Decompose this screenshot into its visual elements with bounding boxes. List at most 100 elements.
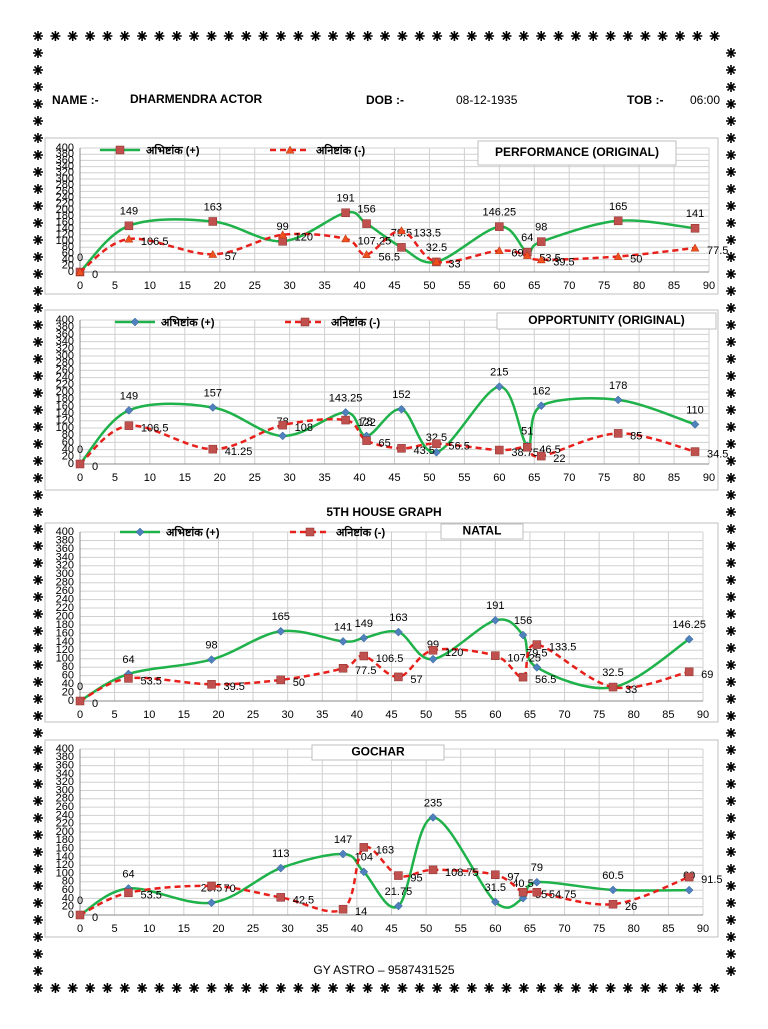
data-label: 149	[355, 618, 373, 630]
data-label: 162	[532, 386, 550, 398]
marker	[432, 257, 441, 266]
y-tick-label: 100	[56, 653, 74, 665]
star	[709, 31, 720, 41]
y-tick-label: 0	[68, 458, 74, 470]
data-label: 110	[686, 404, 704, 416]
marker	[608, 899, 618, 909]
star	[726, 99, 736, 109]
y-tick-label: 200	[56, 826, 74, 838]
x-tick-label: 60	[489, 709, 501, 721]
star	[536, 31, 547, 41]
marker	[491, 870, 500, 879]
marker	[278, 420, 287, 430]
legend-marker	[130, 317, 140, 327]
data-label: 33	[448, 259, 460, 271]
data-label: 79	[531, 862, 543, 874]
x-tick-label: 85	[668, 280, 680, 292]
data-label: 178	[609, 380, 627, 392]
legend-label: अभिष्टांक (+)	[166, 525, 220, 539]
y-tick-label: 120	[56, 415, 74, 427]
data-label: 32.5	[426, 432, 447, 444]
x-tick-label: 85	[668, 472, 680, 484]
y-tick-label: 340	[56, 768, 74, 780]
y-tick-label: 240	[56, 594, 74, 606]
data-label: 0	[92, 698, 98, 710]
star	[622, 983, 633, 993]
star	[206, 983, 217, 993]
y-tick-label: 0	[68, 909, 74, 921]
x-tick-label: 85	[662, 709, 674, 721]
star	[67, 983, 78, 993]
data-label: 0	[77, 444, 83, 456]
star	[33, 898, 43, 908]
y-tick-label: 380	[56, 534, 74, 546]
y-tick-label: 240	[56, 372, 74, 384]
chart: 0204060801001201401601802002202402602803…	[44, 137, 728, 295]
star	[33, 286, 43, 296]
x-tick-label: 40	[353, 472, 365, 484]
x-tick-label: 20	[214, 472, 226, 484]
data-label: 64	[521, 232, 533, 244]
marker	[532, 888, 542, 897]
y-tick-label: 360	[56, 328, 74, 340]
star	[588, 983, 599, 993]
star	[33, 490, 43, 500]
star	[119, 983, 130, 993]
marker	[613, 216, 623, 226]
star	[310, 31, 321, 41]
star	[33, 218, 43, 228]
star	[189, 983, 200, 993]
dob: 08-12-1935	[456, 93, 518, 107]
x-tick-label: 0	[77, 472, 83, 484]
star	[33, 422, 43, 432]
x-tick-label: 20	[214, 280, 226, 292]
data-label: 122	[358, 417, 376, 429]
star	[328, 31, 338, 41]
data-label: 26	[625, 901, 637, 913]
star	[33, 48, 43, 58]
data-label: 22	[553, 453, 565, 465]
star	[33, 320, 43, 330]
marker	[362, 249, 371, 258]
y-tick-label: 400	[56, 142, 74, 154]
x-tick-label: 35	[318, 472, 330, 484]
marker	[278, 431, 288, 441]
x-tick-label: 45	[388, 472, 400, 484]
data-label: 0	[92, 912, 98, 924]
y-tick-label: 240	[56, 192, 74, 204]
data-label: 56.5	[448, 441, 469, 453]
y-tick-label: 280	[56, 179, 74, 191]
y-tick-label: 180	[56, 210, 74, 222]
data-label: 106.5	[141, 423, 169, 435]
x-tick-label: 80	[628, 923, 640, 935]
star	[605, 31, 616, 41]
tob: 06:00	[690, 93, 720, 107]
x-tick-label: 80	[633, 280, 645, 292]
star	[501, 31, 512, 41]
marker	[684, 872, 694, 882]
star	[726, 218, 736, 228]
marker	[690, 243, 700, 252]
star	[33, 796, 43, 806]
star	[518, 983, 529, 993]
star	[726, 473, 736, 483]
chart-title: OPPORTUNITY (ORIGINAL)	[528, 313, 684, 327]
marker	[208, 249, 218, 258]
y-tick-label: 60	[62, 884, 74, 896]
star	[414, 983, 425, 993]
data-label: 64	[122, 868, 134, 880]
star	[33, 99, 43, 109]
star	[726, 711, 736, 721]
data-label: 107.25	[358, 236, 392, 248]
star	[223, 31, 234, 41]
y-tick-label: 260	[56, 364, 74, 376]
y-tick-label: 80	[62, 661, 74, 673]
chart: 0204060801001201401601802002202402602803…	[44, 309, 728, 491]
marker	[522, 250, 532, 259]
y-tick-label: 380	[56, 148, 74, 160]
star	[33, 507, 43, 517]
marker	[690, 224, 700, 233]
data-label: 41.25	[225, 446, 253, 458]
marker	[613, 429, 623, 438]
x-tick-label: 0	[77, 923, 83, 935]
